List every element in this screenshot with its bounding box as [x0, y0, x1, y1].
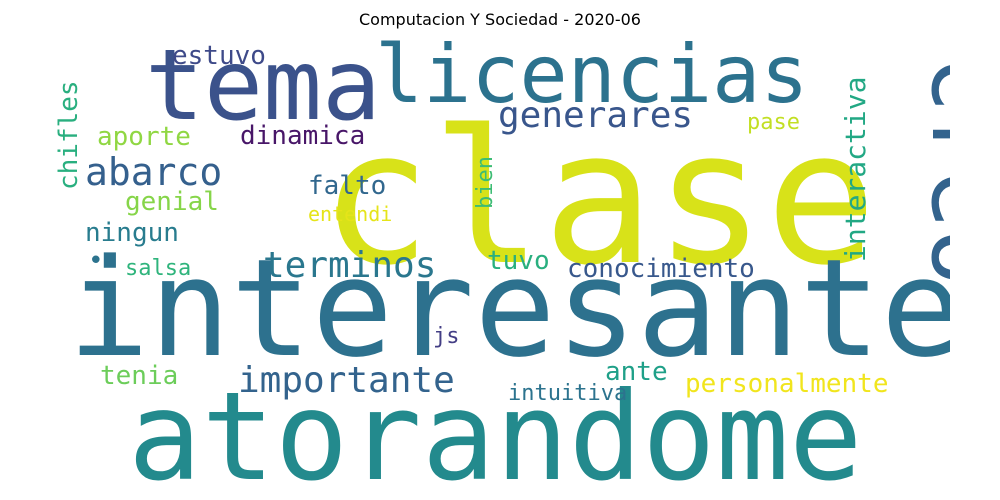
word-falto: falto [308, 171, 386, 201]
word-tema: tema [145, 37, 381, 143]
word-bien: bien [473, 156, 498, 209]
word-ante: ante [605, 357, 668, 387]
word-clase: clase [320, 90, 877, 306]
word-tuvo: tuvo [487, 246, 550, 276]
word-dot: • [88, 246, 104, 276]
word-tenia: tenia [100, 361, 178, 391]
word-importante: importante [238, 360, 455, 401]
word-entendi: entendi [308, 202, 392, 226]
word-aporte: aporte [97, 122, 191, 152]
word-terminos: terminos [263, 245, 436, 286]
word-conocimiento: conocimiento [567, 254, 755, 284]
word-ningun: ningun [85, 218, 179, 248]
word-creo: creo [910, 55, 950, 286]
word-dinamica: dinamica [240, 121, 365, 151]
word-atorandome: atorandome [128, 366, 863, 487]
word-estuvo: estuvo [172, 41, 266, 71]
word-intuitiva: intuitiva [508, 381, 627, 406]
word-generares: generares [498, 95, 693, 136]
word-cloud: clase interesante atorandome tema licenc… [54, 37, 950, 487]
chart-title: Computacion Y Sociedad - 2020-06 [359, 10, 641, 29]
word-interesante: interesante [68, 230, 950, 387]
word-pase: pase [747, 110, 800, 135]
word-js: js [433, 324, 460, 349]
word-abarco: abarco [85, 150, 222, 194]
word-personalmente: personalmente [685, 369, 889, 399]
word-chifles: chifles [54, 80, 84, 190]
word-interactiva: interactiva [839, 77, 872, 262]
word-genial: genial [125, 187, 219, 217]
word-salsa: salsa [125, 256, 191, 281]
word-licencias: licencias [375, 37, 808, 121]
